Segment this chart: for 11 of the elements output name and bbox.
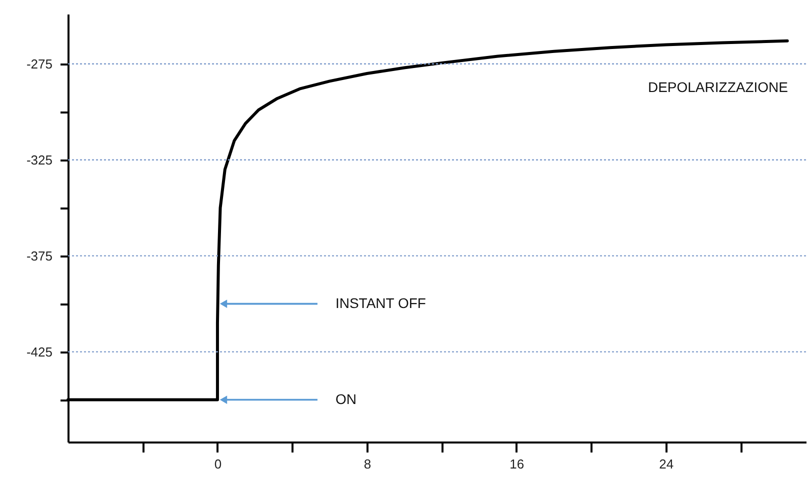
x-tick-label: 0 [214,456,222,472]
x-tick-label: 24 [659,456,674,472]
x-tick-label: 16 [510,456,524,472]
y-tick-label: -275 [26,56,52,72]
y-tick-label: -425 [26,344,52,360]
x-tick-label: 8 [364,456,372,472]
annotation: ON [335,390,356,407]
y-tick-label: -375 [26,248,52,264]
annotation: DEPOLARIZZAZIONE [648,79,788,95]
y-tick-label: -325 [26,152,52,168]
annotation: INSTANT OFF [335,294,426,311]
